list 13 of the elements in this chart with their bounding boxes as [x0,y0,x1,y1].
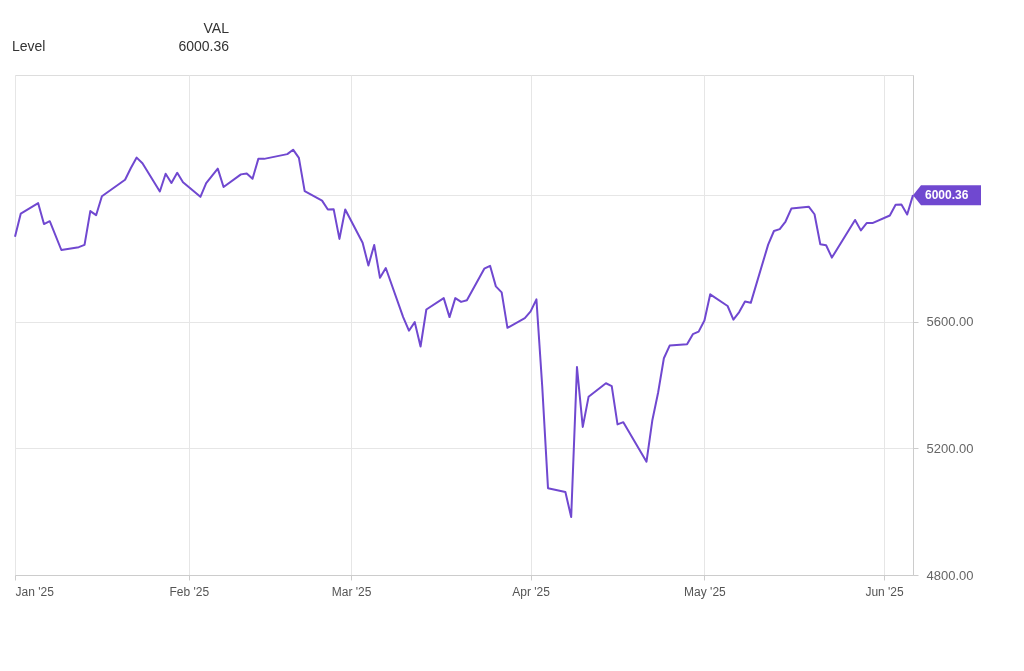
y-tick-label: 4800.00 [926,567,974,583]
x-tick-label: Apr '25 [512,584,551,599]
x-tick-label: Feb '25 [169,584,210,599]
x-tick-label: Mar '25 [331,584,372,599]
text: VAL [203,20,230,36]
text: 6000.36 [178,38,230,54]
y-tick-label: 5600.00 [926,314,974,330]
x-tick-label: Jun '25 [865,584,905,599]
text: Level [12,38,46,54]
x-tick-label: Jan '25 [15,584,55,599]
x-tick-label: May '25 [684,584,727,599]
annotation: 6000.36 [925,188,969,203]
y-tick-label: 5200.00 [926,440,974,456]
